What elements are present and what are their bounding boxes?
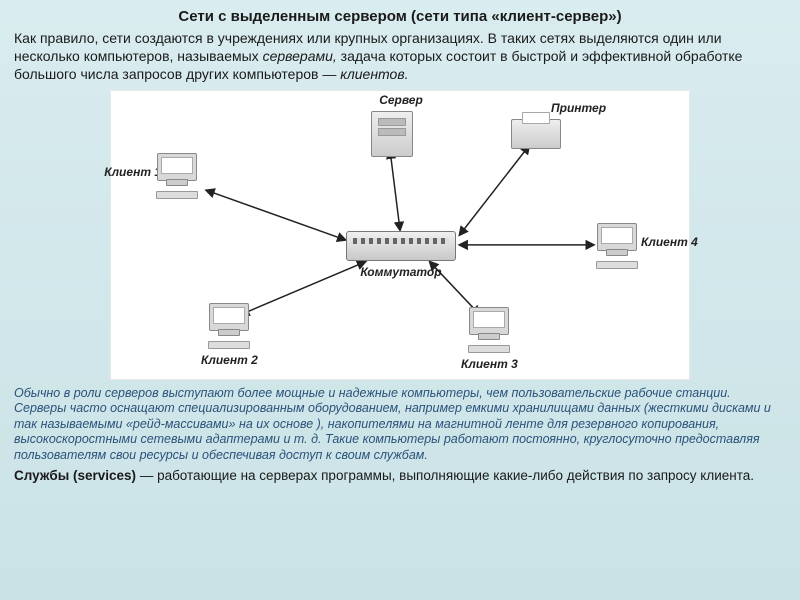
keyboard-icon (468, 345, 510, 353)
label-client3: Клиент 3 (461, 357, 518, 371)
node-client2: Клиент 2 (201, 303, 258, 367)
pc-icon (469, 307, 509, 335)
switch-icon (346, 231, 456, 261)
label-switch: Коммутатор (346, 265, 456, 279)
pc-icon (209, 303, 249, 331)
network-diagram: Сервер Принтер Коммутатор Клиент 1 Клиен… (110, 90, 690, 380)
node-client1: Клиент 1 (156, 153, 198, 199)
server-icon (371, 111, 413, 157)
keyboard-icon (596, 261, 638, 269)
pc-icon (597, 223, 637, 251)
node-server: Сервер (371, 99, 413, 161)
intro-em-1: серверами, (263, 48, 337, 64)
keyboard-icon (208, 341, 250, 349)
printer-icon (511, 119, 561, 149)
page-title: Сети с выделенным сервером (сети типа «к… (14, 8, 786, 25)
intro-em-2: клиентов. (340, 66, 408, 82)
footer-rest: — работающие на серверах программы, выпо… (136, 468, 754, 483)
label-client2: Клиент 2 (201, 353, 258, 367)
label-client4: Клиент 4 (641, 235, 711, 249)
node-printer: Принтер (511, 109, 561, 153)
label-client1: Клиент 1 (101, 165, 161, 179)
node-client3: Клиент 3 (461, 307, 518, 371)
label-printer: Принтер (551, 101, 631, 115)
footer-services-line: Службы (services) — работающие на сервер… (14, 468, 786, 485)
node-client4: Клиент 4 (596, 223, 638, 269)
label-server: Сервер (361, 93, 441, 107)
footer-bold: Службы (services) (14, 468, 136, 483)
keyboard-icon (156, 191, 198, 199)
node-switch: Коммутатор (346, 231, 456, 279)
footer-block: Обычно в роли серверов выступают более м… (14, 386, 786, 485)
intro-paragraph: Как правило, сети создаются в учреждения… (14, 29, 786, 84)
footer-italic-text: Обычно в роли серверов выступают более м… (14, 386, 771, 463)
pc-icon (157, 153, 197, 181)
